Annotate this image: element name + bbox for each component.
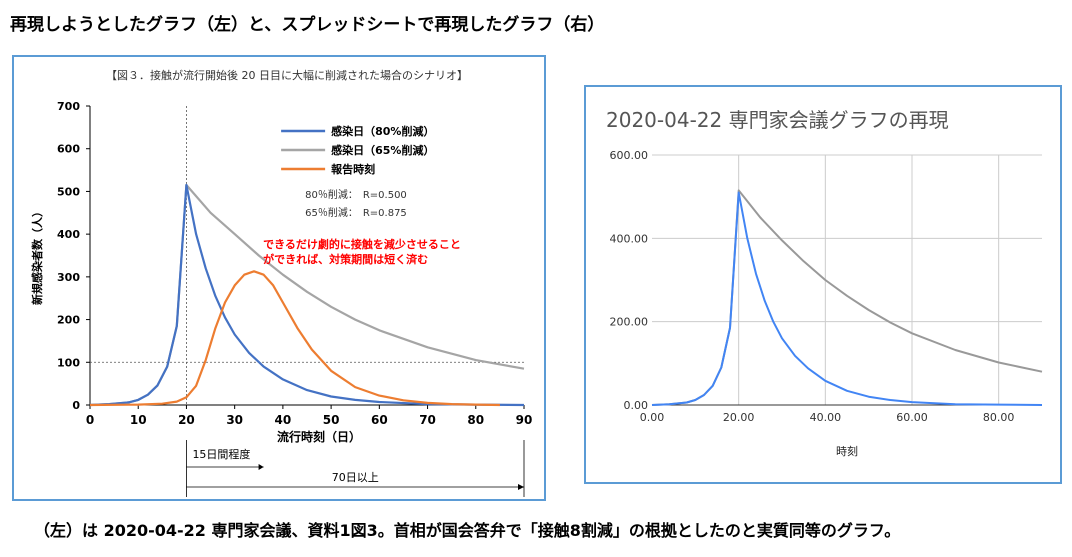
y-tick-label: 600 (57, 143, 80, 156)
span70-arrowhead (518, 484, 524, 490)
x-tick-label: 90 (516, 413, 533, 427)
span15-label: 15日間程度 (192, 447, 250, 461)
span70-label: 70日以上 (332, 471, 379, 484)
series-line-0 (651, 191, 1043, 406)
series-line-0 (89, 183, 525, 407)
x-tick-label: 10 (130, 413, 147, 427)
x-tick-label: 40.00 (810, 411, 842, 424)
legend-label-2: 報告時刻 (331, 162, 375, 176)
x-axis-label: 流行時刻（日） (277, 429, 361, 444)
x-tick-label: 40 (275, 413, 292, 427)
annotation-r65: 65％削減： R=0.875 (305, 206, 407, 219)
legend-label-0: 感染日（80%削減） (331, 124, 434, 138)
x-axis-label: 時刻 (836, 444, 858, 458)
y-tick-label: 400.00 (610, 232, 649, 245)
y-tick-label: 600.00 (610, 149, 649, 162)
y-tick-label: 700 (57, 100, 80, 113)
y-tick-label: 0.00 (624, 399, 649, 412)
x-tick-label: 30 (226, 413, 243, 427)
x-tick-label: 50 (323, 413, 340, 427)
annotation-r80: 80％削減： R=0.500 (305, 188, 407, 201)
series-line-1 (651, 189, 1043, 406)
chart-title: 【図３．接触が流行開始後 20 日目に大幅に削減された場合のシナリオ】 (106, 68, 468, 82)
y-tick-label: 100 (57, 356, 80, 369)
x-tick-label: 20 (178, 413, 195, 427)
x-tick-label: 60.00 (896, 411, 928, 424)
x-tick-label: 0.00 (640, 411, 665, 424)
chart-title: 2020-04-22 専門家会議グラフの再現 (606, 108, 949, 132)
y-tick-label: 300 (57, 271, 80, 284)
y-tick-label: 200 (57, 314, 80, 327)
page-heading: 再現しようとしたグラフ（左）と、スプレッドシートで再現したグラフ（右） (10, 15, 605, 35)
left-chart: 【図３．接触が流行開始後 20 日目に大幅に削減された場合のシナリオ】01002… (30, 68, 533, 497)
y-tick-label: 500 (57, 185, 80, 198)
page-caption: （左）は 2020-04-22 専門家会議、資料1図3。首相が国会答弁で「接触8… (34, 521, 901, 540)
y-tick-label: 0 (72, 399, 80, 412)
span15-arrowhead (258, 464, 264, 470)
right-chart: 2020-04-22 専門家会議グラフの再現 0.00 200.00 400.00 60… (606, 108, 1043, 458)
legend-label-1: 感染日（65%削減） (331, 143, 434, 157)
y-tick-label: 400 (57, 228, 80, 241)
right-chart-panel: 2020-04-22 専門家会議グラフの再現 0.00 200.00 400.00 60… (584, 85, 1062, 484)
left-chart-panel: 【図３．接触が流行開始後 20 日目に大幅に削減された場合のシナリオ】 0 100 2… (12, 55, 546, 501)
y-axis-label: 新規感染者数（人） (30, 206, 44, 305)
x-tick-label: 0 (86, 413, 94, 427)
annotation-note-1: できるだけ劇的に接触を減少させること (263, 237, 461, 251)
series-line-2 (89, 270, 500, 407)
y-tick-label: 200.00 (610, 316, 649, 329)
x-tick-label: 20.00 (723, 411, 755, 424)
x-tick-label: 60 (371, 413, 388, 427)
x-tick-label: 80.00 (983, 411, 1015, 424)
x-tick-label: 70 (419, 413, 436, 427)
x-tick-label: 80 (467, 413, 484, 427)
annotation-note-2: ができれば、対策期間は短く済む (263, 252, 428, 266)
